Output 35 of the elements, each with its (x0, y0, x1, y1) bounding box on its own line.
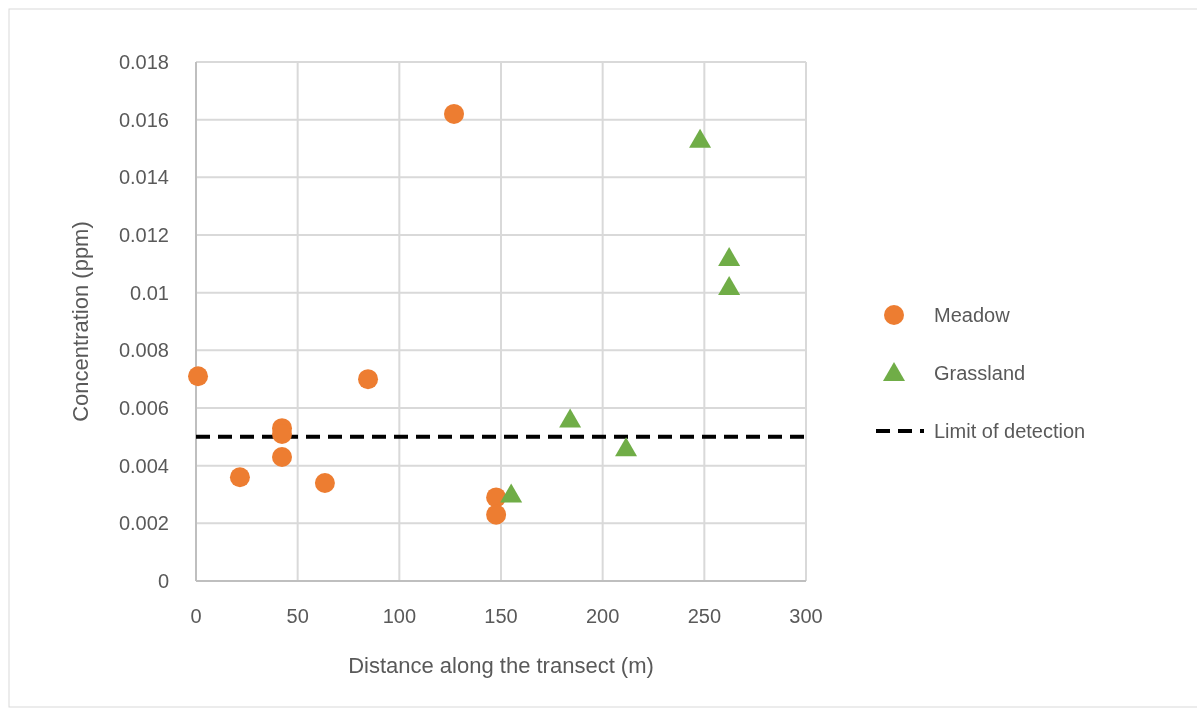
point (444, 103, 465, 124)
point (272, 447, 293, 468)
legend-label: Grassland (934, 362, 1026, 384)
point (486, 504, 507, 525)
y-tick-label: 0.006 (118, 397, 169, 419)
x-tick-label: 150 (484, 605, 518, 627)
y-axis-title: Concentration (ppm) (68, 221, 93, 422)
point (188, 366, 209, 387)
x-tick-label: 0 (190, 605, 202, 627)
point (615, 437, 638, 457)
y-tick-label: 0.012 (118, 224, 169, 246)
y-tick-label: 0.016 (118, 108, 169, 131)
y-tick-label: 0 (157, 570, 169, 592)
y-tick-label: 0.002 (118, 512, 169, 535)
point (358, 369, 379, 390)
x-axis-title: Distance along the transect (m) (348, 653, 654, 678)
point (500, 483, 523, 503)
legend-label: Meadow (934, 304, 1011, 326)
point (718, 247, 741, 267)
y-tick-label: 0.018 (118, 51, 169, 73)
x-tick-label: 300 (789, 605, 823, 627)
x-tick-label: 50 (286, 605, 309, 627)
point (718, 275, 741, 295)
x-tick-label: 250 (687, 605, 722, 627)
point (559, 408, 582, 428)
x-tick-label: 100 (382, 605, 417, 627)
x-tick-label: 200 (585, 605, 620, 627)
legend-label: Limit of detection (934, 420, 1086, 442)
y-tick-label: 0.01 (130, 281, 169, 304)
y-tick-label: 0.008 (118, 339, 169, 362)
y-tick-label: 0.004 (118, 454, 169, 477)
point (314, 472, 335, 493)
point (229, 467, 250, 488)
point (689, 128, 712, 148)
y-tick-label: 0.014 (118, 166, 169, 189)
